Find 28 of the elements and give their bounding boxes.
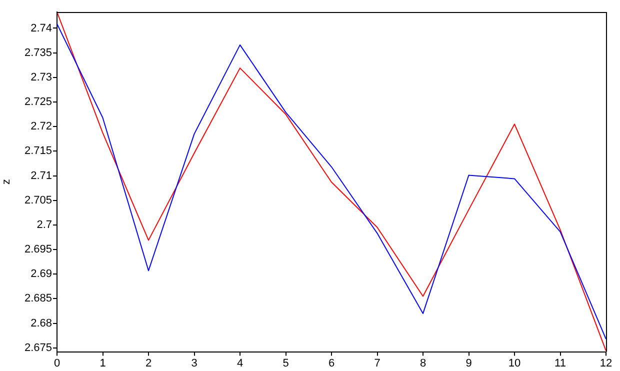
x-tick-label: 4 — [236, 357, 244, 370]
y-tick-label: 2.685 — [24, 292, 52, 305]
y-tick-label: 2.705 — [24, 194, 52, 206]
x-tick-label: 2 — [145, 357, 152, 370]
y-tick-label: 2.68 — [30, 317, 52, 330]
x-tick-label: 3 — [191, 357, 198, 370]
x-tick-label: 10 — [508, 357, 521, 370]
x-tick-label: 12 — [600, 357, 612, 370]
x-tick-label: 8 — [420, 357, 426, 370]
y-tick-label: 2.725 — [24, 96, 52, 108]
y-tick-label: 2.69 — [30, 268, 52, 280]
y-tick-label: 2.74 — [30, 22, 52, 34]
y-tick-label: 2.735 — [24, 46, 52, 59]
y-tick-label: 2.695 — [24, 244, 52, 256]
x-tick-label: 1 — [100, 357, 106, 370]
y-tick-label: 2.715 — [24, 145, 52, 158]
y-tick-label: 2.72 — [30, 120, 52, 133]
x-tick-label: 5 — [282, 357, 289, 370]
y-tick-label: 2.675 — [24, 342, 52, 354]
x-tick-label: 9 — [466, 357, 472, 370]
y-tick-label: 2.7 — [36, 218, 52, 231]
x-tick-label: 7 — [374, 357, 380, 370]
y-axis-title: z — [0, 179, 13, 185]
y-tick-label: 2.73 — [30, 71, 52, 84]
x-tick-label: 11 — [554, 357, 566, 370]
y-tick-label: 2.71 — [30, 170, 52, 182]
x-tick-label: 0 — [54, 357, 60, 370]
x-tick-label: 6 — [328, 357, 335, 370]
